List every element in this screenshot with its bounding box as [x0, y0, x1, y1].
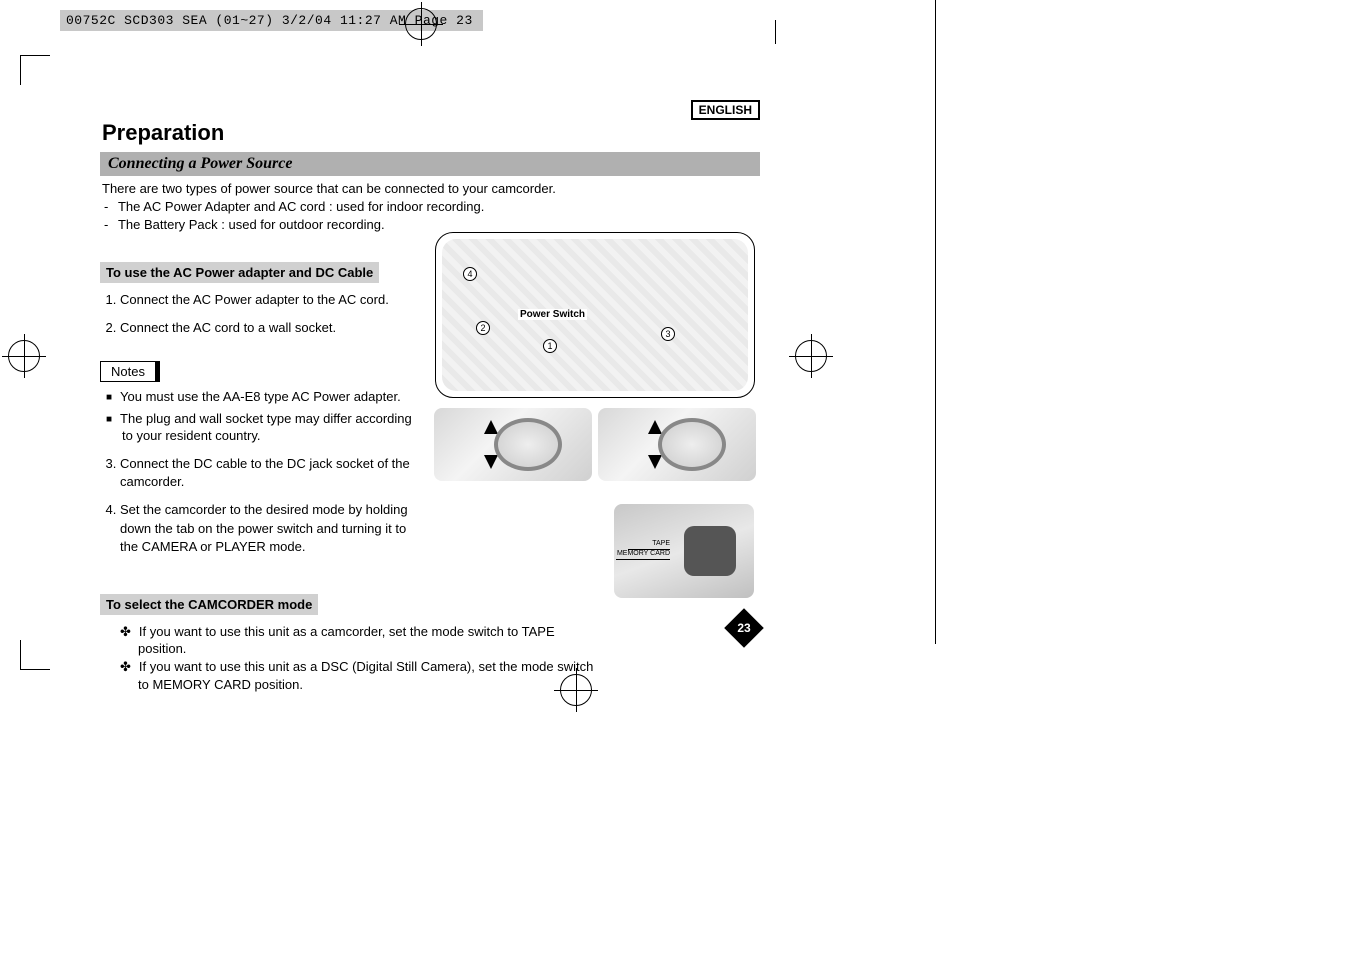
power-switch-label: Power Switch — [518, 309, 587, 320]
arrow-down-icon — [648, 455, 662, 469]
registration-mark — [405, 8, 437, 40]
section-title-bar: Connecting a Power Source — [100, 152, 760, 176]
list-item: If you want to use this unit as a DSC (D… — [138, 658, 600, 693]
intro-text: There are two types of power source that… — [100, 180, 760, 198]
figure-mode-switch: TAPE MEMORY CARD — [614, 504, 754, 598]
crop-mark — [20, 55, 50, 85]
list-item: If you want to use this unit as a camcor… — [138, 623, 600, 658]
crop-mark — [20, 640, 50, 670]
registration-mark — [795, 340, 827, 372]
list-item: You must use the AA-E8 type AC Power ada… — [122, 388, 420, 406]
subsection-heading: To use the AC Power adapter and DC Cable — [100, 262, 379, 283]
figure-dial-camera — [434, 408, 592, 481]
notes-box: Notes — [100, 361, 156, 382]
figure-power-connection: Power Switch 1 2 3 4 — [435, 232, 755, 398]
list-item: Connect the AC cord to a wall socket. — [120, 319, 420, 337]
list-item: The plug and wall socket type may differ… — [122, 410, 420, 445]
list-item: Set the camcorder to the desired mode by… — [120, 501, 420, 556]
fold-line — [935, 0, 936, 644]
chapter-title: Preparation — [100, 120, 760, 146]
list-item: The AC Power Adapter and AC cord : used … — [118, 198, 760, 216]
subsection-heading: To select the CAMCORDER mode — [100, 594, 318, 615]
arrow-up-icon — [484, 420, 498, 434]
list-item: Connect the DC cable to the DC jack sock… — [120, 455, 420, 491]
camcorder-mode-list: If you want to use this unit as a camcor… — [100, 623, 600, 693]
mode-switch-tape-label: TAPE — [628, 540, 670, 550]
callout-3: 3 — [661, 327, 675, 341]
figure-dial-player — [598, 408, 756, 481]
power-source-list: The AC Power Adapter and AC cord : used … — [100, 198, 760, 234]
steps-list-b: Connect the DC cable to the DC jack sock… — [100, 455, 420, 556]
notes-list: You must use the AA-E8 type AC Power ada… — [100, 388, 420, 445]
page-number: 23 — [724, 608, 764, 648]
mode-switch-memory-label: MEMORY CARD — [616, 550, 670, 560]
arrow-up-icon — [648, 420, 662, 434]
crop-mark — [775, 20, 776, 44]
registration-mark — [8, 340, 40, 372]
callout-4: 4 — [463, 267, 477, 281]
arrow-down-icon — [484, 455, 498, 469]
steps-list-a: Connect the AC Power adapter to the AC c… — [100, 291, 420, 337]
callout-2: 2 — [476, 321, 490, 335]
callout-1: 1 — [543, 339, 557, 353]
list-item: Connect the AC Power adapter to the AC c… — [120, 291, 420, 309]
language-tag: ENGLISH — [691, 100, 760, 120]
figure-placeholder — [442, 239, 748, 391]
